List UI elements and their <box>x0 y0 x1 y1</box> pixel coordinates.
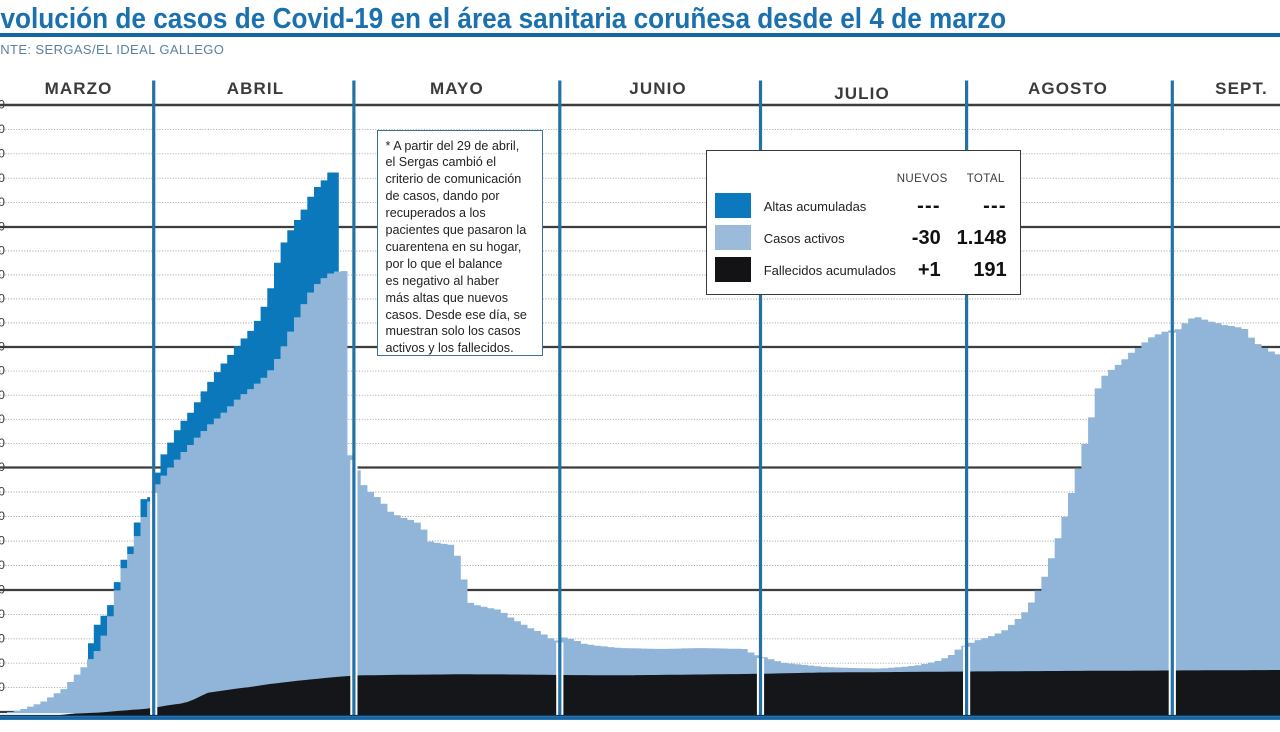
svg-text:0: 0 <box>0 558 5 572</box>
svg-text:0: 0 <box>0 583 5 597</box>
svg-text:0: 0 <box>0 656 5 670</box>
svg-text:0: 0 <box>0 292 5 306</box>
svg-text:0: 0 <box>0 485 5 499</box>
svg-text:0: 0 <box>0 146 5 160</box>
svg-text:0: 0 <box>0 316 5 330</box>
svg-text:0: 0 <box>0 436 5 450</box>
svg-text:0: 0 <box>0 268 5 282</box>
svg-text:0: 0 <box>0 98 5 112</box>
svg-text:0: 0 <box>0 631 5 645</box>
svg-text:0: 0 <box>0 244 5 258</box>
svg-text:0: 0 <box>0 195 5 209</box>
svg-text:0: 0 <box>0 412 5 426</box>
svg-text:0: 0 <box>0 680 5 694</box>
svg-text:0: 0 <box>0 122 5 136</box>
svg-text:0: 0 <box>0 534 5 548</box>
svg-text:0: 0 <box>0 509 5 523</box>
svg-text:0: 0 <box>0 460 5 474</box>
svg-text:0: 0 <box>0 388 5 402</box>
svg-text:0: 0 <box>0 220 5 234</box>
svg-text:0: 0 <box>0 364 5 378</box>
svg-text:0: 0 <box>0 607 5 621</box>
svg-text:0: 0 <box>0 340 5 354</box>
svg-text:0: 0 <box>0 171 5 185</box>
